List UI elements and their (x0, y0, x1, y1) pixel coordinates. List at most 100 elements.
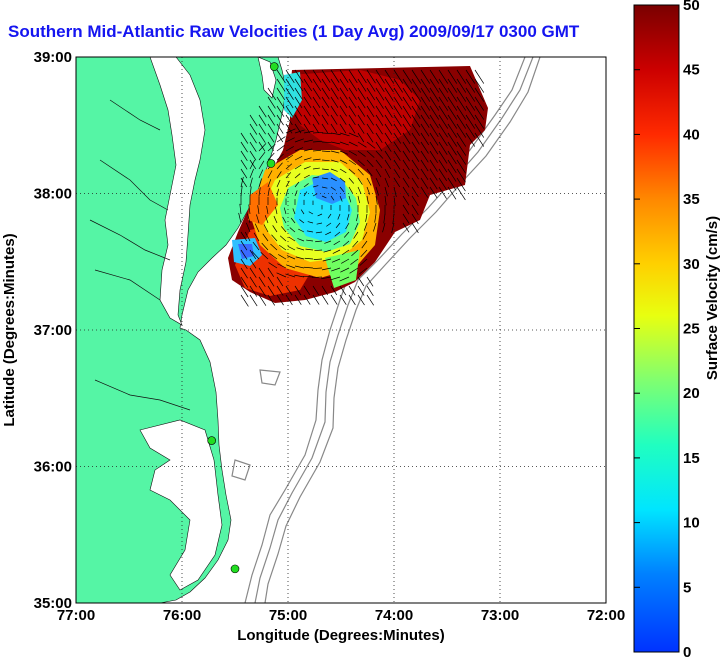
velocity-vector (294, 285, 302, 296)
velocity-vector (296, 247, 305, 251)
velocity-vector (402, 78, 413, 93)
velocity-vector (353, 231, 359, 239)
velocity-vector (323, 249, 332, 253)
velocity-vector (360, 249, 368, 258)
velocity-vector (348, 87, 357, 100)
velocity-vector (258, 141, 266, 152)
velocity-vector (312, 276, 323, 278)
latitude-tick-label: 37:00 (34, 322, 72, 339)
velocity-vector (335, 222, 341, 229)
velocity-vector (285, 146, 294, 152)
velocity-vector (366, 276, 374, 287)
velocity-vector (276, 294, 284, 306)
velocity-vector (292, 208, 296, 215)
velocity-vector (366, 141, 376, 149)
velocity-vector (366, 168, 373, 177)
velocity-vector (258, 151, 266, 161)
velocity-vector (240, 159, 248, 170)
velocity-vector (339, 87, 348, 100)
velocity-vector (280, 226, 287, 233)
velocity-vector (240, 150, 248, 161)
velocity-vector (249, 132, 257, 144)
velocity-vector (366, 159, 374, 168)
velocity-vector (363, 222, 368, 231)
velocity-vector (357, 177, 363, 185)
velocity-vector (438, 123, 448, 138)
velocity-vector (240, 231, 248, 242)
velocity-vector (402, 114, 411, 128)
velocity-vector (304, 257, 314, 260)
velocity-vector (312, 69, 322, 83)
velocity-vector (330, 168, 338, 172)
velocity-vector (326, 222, 332, 227)
velocity-vector (345, 222, 350, 230)
velocity-vector (366, 87, 376, 101)
velocity-vector (349, 267, 359, 274)
velocity-vector (411, 69, 422, 84)
velocity-vector (411, 105, 421, 119)
velocity-vector (411, 123, 420, 137)
velocity-vector (420, 159, 429, 172)
velocity-vector (337, 213, 341, 220)
velocity-vector (330, 276, 341, 281)
velocity-vector (384, 96, 394, 110)
velocity-vector (438, 78, 449, 93)
velocity-vector (240, 276, 249, 288)
colorbar-tick-label: 20 (683, 385, 700, 402)
velocity-vector (321, 186, 328, 189)
velocity-vector (321, 285, 329, 296)
velocity-vector (285, 114, 293, 126)
velocity-vector (447, 123, 458, 138)
velocity-vector (285, 163, 293, 170)
colorbar-tick-label: 15 (683, 450, 700, 467)
velocity-vector (285, 172, 292, 179)
velocity-vector (402, 87, 412, 102)
velocity-vector (447, 177, 457, 191)
velocity-vector (357, 186, 362, 194)
velocity-vector (244, 231, 251, 242)
velocity-vector (341, 258, 350, 264)
velocity-vector (357, 276, 365, 287)
velocity-vector (330, 87, 339, 100)
velocity-vector (420, 123, 430, 137)
velocity-vector (384, 114, 393, 127)
velocity-vector (330, 114, 338, 125)
velocity-vector (456, 132, 467, 147)
velocity-vector (357, 96, 366, 109)
velocity-vector (357, 195, 360, 204)
velocity-vector (270, 243, 278, 251)
velocity-vector (375, 177, 381, 187)
velocity-vector (373, 222, 377, 232)
velocity-vector (348, 132, 359, 138)
velocity-vector (357, 105, 366, 117)
velocity-vector (254, 223, 260, 233)
velocity-vector (447, 69, 458, 84)
velocity-vector (348, 141, 358, 147)
velocity-vector (287, 246, 296, 251)
velocity-vector (429, 186, 438, 199)
velocity-vector (384, 87, 394, 101)
velocity-vector (375, 69, 385, 84)
velocity-vector (429, 168, 438, 181)
latitude-tick-label: 38:00 (34, 186, 72, 203)
velocity-vector (285, 69, 295, 84)
velocity-vector (276, 96, 285, 109)
velocity-vector (384, 195, 387, 206)
velocity-vector (267, 144, 276, 152)
velocity-vector (384, 141, 392, 152)
velocity-vector (285, 96, 294, 109)
colorbar-tick-label: 0 (683, 644, 691, 659)
velocity-vector (429, 177, 438, 190)
colorbar-tick-label: 45 (683, 62, 700, 79)
velocity-vector (312, 193, 318, 197)
velocity-vector (267, 114, 276, 126)
velocity-vector (315, 231, 323, 234)
velocity-vector (249, 267, 257, 278)
velocity-vector (312, 105, 320, 117)
velocity-vector (240, 294, 249, 307)
velocity-vector (289, 227, 296, 233)
velocity-vector (348, 186, 353, 194)
velocity-vector (348, 96, 357, 109)
velocity-vector (312, 140, 323, 143)
